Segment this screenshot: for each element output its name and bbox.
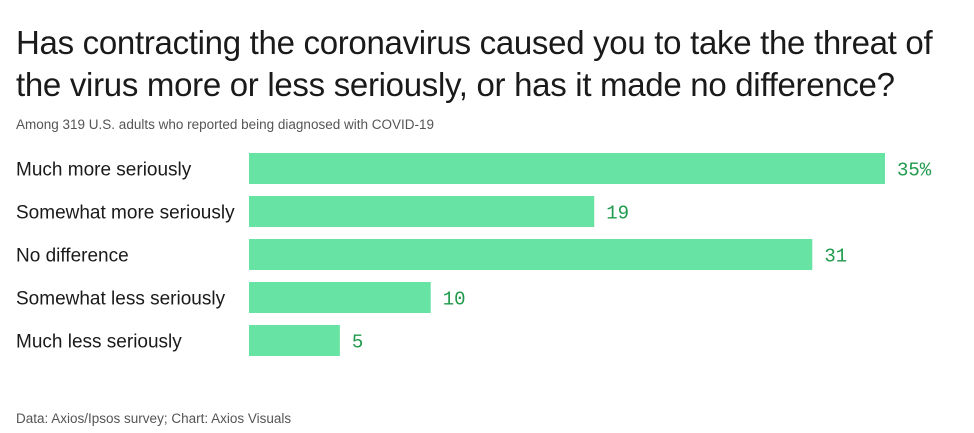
category-label-somewhat-less-seriously: Somewhat less seriously: [16, 289, 226, 310]
bar-somewhat-more-seriously: [249, 196, 595, 227]
category-label-somewhat-more-seriously: Somewhat more seriously: [16, 203, 235, 224]
chart-subtitle: Among 319 U.S. adults who reported being…: [16, 117, 434, 132]
chart-title: Has contracting the coronavirus caused y…: [16, 24, 933, 103]
value-label-much-less-seriously: 5: [352, 332, 363, 354]
bar-chart: Much more seriously 35% Somewhat more seri…: [16, 153, 932, 356]
bar-much-less-seriously: [249, 325, 340, 356]
value-label-somewhat-more-seriously: 19: [606, 203, 629, 225]
source-note: Data: Axios/Ipsos survey; Chart: Axios V…: [16, 411, 292, 426]
value-label-much-more-seriously: 35%: [897, 160, 932, 182]
category-label-no-difference: No difference: [16, 246, 129, 267]
bar-somewhat-less-seriously: [249, 282, 431, 313]
bar-much-more-seriously: [249, 153, 885, 184]
category-label-much-less-seriously: Much less seriously: [16, 332, 182, 353]
bar-no-difference: [249, 239, 813, 270]
category-label-much-more-seriously: Much more seriously: [16, 160, 192, 181]
value-label-somewhat-less-seriously: 10: [443, 289, 466, 311]
value-label-no-difference: 31: [824, 246, 847, 268]
